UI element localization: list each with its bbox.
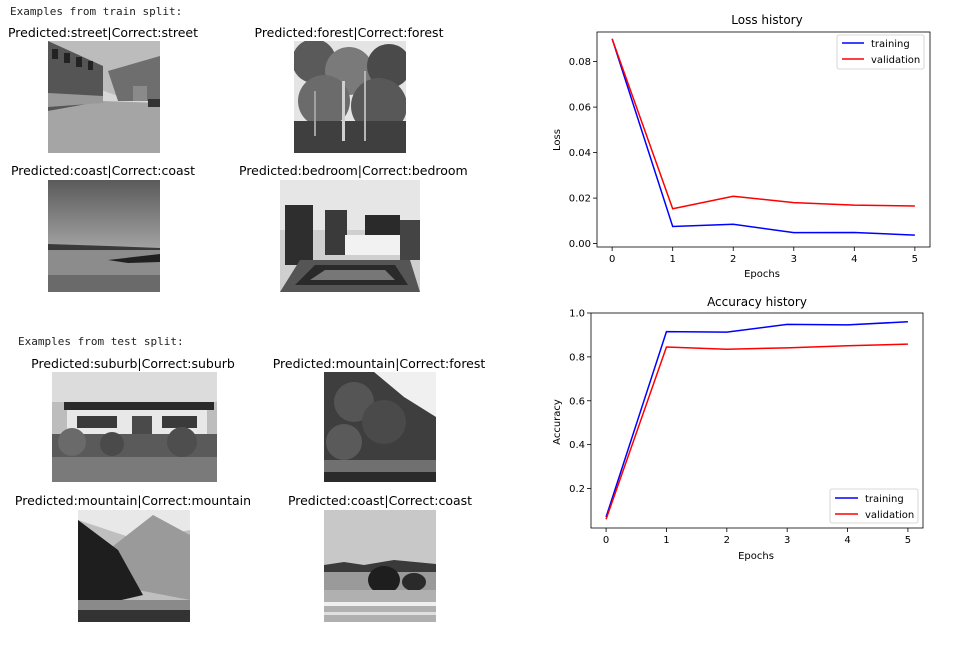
y-tick-label: 0.00 [569, 239, 591, 250]
chart-title: Accuracy history [707, 295, 807, 309]
coast-rocks-scene-image [324, 510, 436, 622]
series-line-validation [611, 38, 915, 210]
x-axis-label: Epochs [744, 269, 780, 280]
y-tick-label: 0.04 [569, 148, 591, 159]
x-tick-label: 5 [905, 535, 911, 546]
chart-legend: training validation [836, 34, 925, 70]
legend-label-validation: validation [865, 510, 914, 521]
test-caption-4: Predicted:coast|Correct:coast [287, 493, 473, 508]
legend-label-training: training [865, 494, 904, 505]
loss-history-chart: Loss history Epochs Loss 0 1 2 3 4 5 0.00 0.02 0… [540, 10, 940, 285]
series-line-validation [605, 343, 908, 520]
plot-frame [590, 312, 924, 529]
test-split-header: Examples from test split: [18, 335, 184, 348]
train-caption-4: Predicted:bedroom|Correct:bedroom [239, 163, 468, 178]
train-caption-2: Predicted:forest|Correct:forest [254, 25, 444, 40]
y-tick-label: 0.8 [569, 352, 585, 363]
series-line-training [605, 321, 908, 518]
x-axis-label: Epochs [738, 551, 774, 562]
plot-frame [596, 31, 931, 248]
y-tick-label: 1.0 [569, 309, 585, 320]
y-axis-label: Accuracy [552, 399, 563, 445]
x-tick-label: 4 [851, 254, 857, 265]
train-caption-3: Predicted:coast|Correct:coast [10, 163, 196, 178]
y-axis-label: Loss [552, 129, 563, 151]
legend-label-validation: validation [871, 55, 920, 66]
train-caption-1: Predicted:street|Correct:street [7, 25, 199, 40]
y-tick-label: 0.02 [569, 194, 591, 205]
suburb-scene-image [52, 372, 217, 482]
x-tick-label: 1 [663, 535, 669, 546]
x-tick-label: 1 [669, 254, 675, 265]
x-tick-label: 2 [730, 254, 736, 265]
y-tick-label: 0.06 [569, 103, 591, 114]
street-scene-image [48, 41, 160, 153]
x-tick-label: 0 [603, 535, 609, 546]
x-tick-label: 5 [912, 254, 918, 265]
chart-legend: training validation [829, 488, 919, 524]
y-tick-label: 0.2 [569, 484, 585, 495]
y-tick-label: 0.08 [569, 57, 591, 68]
forest-scene-image [294, 41, 406, 153]
bedroom-scene-image [280, 180, 420, 292]
coast-scene-image [48, 180, 160, 292]
y-tick-label: 0.4 [569, 440, 585, 451]
test-caption-3: Predicted:mountain|Correct:mountain [14, 493, 252, 508]
mountain-scene-image [78, 510, 190, 622]
legend-label-training: training [871, 39, 910, 50]
x-tick-label: 0 [609, 254, 615, 265]
chart-title: Loss history [731, 13, 802, 27]
accuracy-history-svg: Accuracy history Epochs Accuracy 0 1 2 3 4 5 0… [552, 295, 924, 562]
x-tick-label: 3 [784, 535, 790, 546]
series-line-training [611, 38, 915, 236]
test-caption-2: Predicted:mountain|Correct:forest [272, 356, 486, 371]
test-caption-1: Predicted:suburb|Correct:suburb [31, 356, 235, 371]
x-tick-label: 2 [724, 535, 730, 546]
forest-hill-scene-image [324, 372, 436, 482]
y-tick-label: 0.6 [569, 396, 585, 407]
x-tick-label: 3 [791, 254, 797, 265]
train-split-header: Examples from train split: [10, 5, 183, 18]
x-tick-label: 4 [844, 535, 850, 546]
loss-history-svg: Loss history Epochs Loss 0 1 2 3 4 5 0.00 0.02 0… [552, 13, 931, 280]
accuracy-history-chart: Accuracy history Epochs Accuracy 0 1 2 3 4 5 0… [540, 292, 940, 567]
